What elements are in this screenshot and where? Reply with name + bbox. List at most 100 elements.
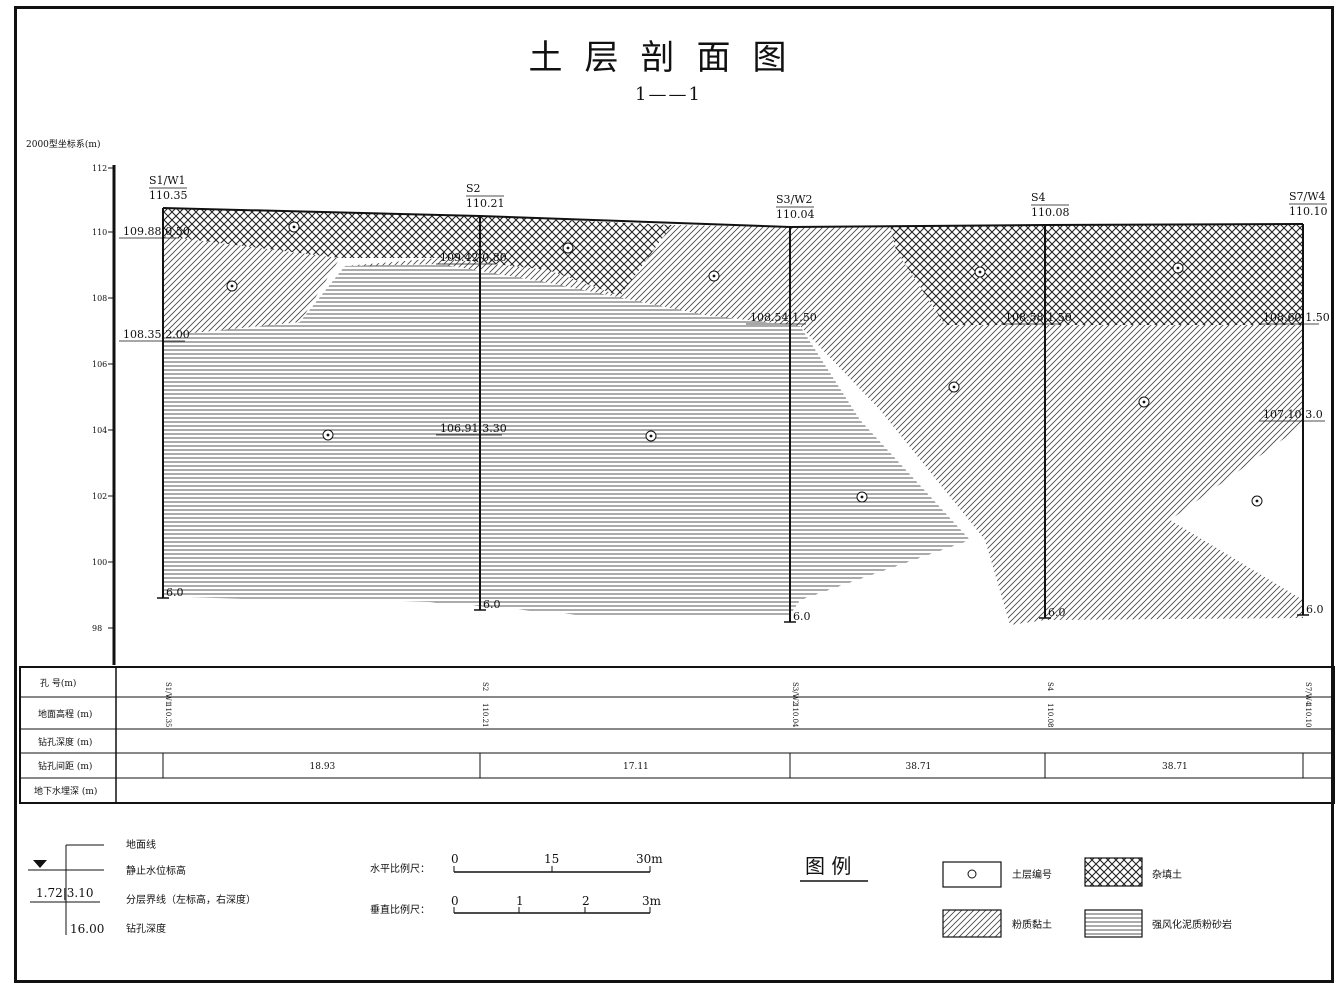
table-hole-label: S3/W2 (791, 682, 799, 705)
borehole-id: S4 (1031, 191, 1046, 204)
v-scale-1: 1 (516, 894, 524, 908)
borehole: S2 110.21 109.42|0.80 106.91|3.30 6.0 (436, 182, 507, 611)
v-scale-2: 2 (582, 894, 590, 908)
layer-number-dot (326, 433, 330, 437)
legend-layer-number: 土层编号 (1012, 868, 1052, 881)
borehole-id: S1/W1 (149, 174, 186, 187)
borehole-elevation: 110.21 (466, 197, 505, 210)
borehole-elevation: 110.04 (776, 208, 815, 221)
h-scale-0: 0 (451, 852, 459, 866)
table-elevation: 110.10 (1304, 703, 1312, 728)
layer-number-dot (1255, 499, 1259, 503)
drawing-title: 土层剖面图 (528, 38, 809, 78)
layer-boundary-label: 109.42|0.80 (440, 251, 507, 265)
axis-tick-label: 102 (92, 492, 107, 501)
water-level-icon (33, 860, 47, 868)
soil-layers (162, 207, 1304, 625)
layer-number-dot (1176, 266, 1180, 270)
table-spacing: 18.93 (310, 762, 336, 772)
layer-number-dot (292, 225, 296, 229)
borehole: S4 110.08 108.58|1.50 6.0 (1001, 191, 1072, 619)
layer-boundary-label: 109.88|0.50 (123, 225, 190, 239)
table-hole-label: S4 (1046, 682, 1054, 692)
legend-ground-line: 地面线 (126, 838, 156, 851)
borehole: S1/W1 110.35 109.88|0.50 108.35|2.00 6.0 (119, 174, 190, 599)
layer-number-dot (860, 495, 864, 499)
section-label: 1——1 (635, 84, 702, 105)
layer-boundary-label: 108.58|1.50 (1005, 311, 1072, 325)
drawing-frame (14, 6, 1334, 983)
elevation-axis: 2000型坐标系(m) 112 110 108 106 104 102 100 98 (26, 138, 116, 665)
legend-layer-boundary: 分层界线（左标高，右深度） (126, 893, 256, 906)
layer-markers (226, 221, 1263, 507)
borehole-depth: 6.0 (1306, 603, 1324, 616)
borehole-depth: 6.0 (166, 586, 184, 599)
layer-boundary-label: 107.10|3.0 (1263, 408, 1323, 422)
axis-tick-label: 110 (92, 228, 107, 237)
table-row-elevation: 地面高程 (m) (38, 708, 92, 720)
layer-number-icon (967, 869, 977, 879)
borehole-depth: 6.0 (483, 598, 501, 611)
v-scale-3: 3m (642, 894, 662, 908)
legend: 图 例 土层编号 杂填土 粉质黏土 强风化泥质粉砂岩 (800, 854, 1232, 938)
table-spacing: 38.71 (1162, 762, 1188, 772)
table-spacing: 17.11 (623, 762, 649, 772)
layer-number-dot (649, 434, 653, 438)
table-elevation: 110.21 (481, 703, 489, 728)
table-hole-label: S2 (481, 682, 489, 691)
table-elevation: 110.35 (164, 703, 172, 728)
layer-boundary-label: 108.35|2.00 (123, 328, 190, 342)
boreholes: S1/W1 110.35 109.88|0.50 108.35|2.00 6.0 S2 11… (119, 174, 1330, 623)
table-hole-label: S1/W1 (164, 682, 172, 705)
layer-mudstone (163, 264, 970, 617)
layer-boundary-label: 108.60|1.50 (1263, 311, 1330, 325)
axis-label: 2000型坐标系(m) (26, 138, 100, 150)
sample-depth-label: 16.00 (70, 922, 104, 936)
layer-number-dot (952, 385, 956, 389)
borehole: S3/W2 110.04 108.54|1.50 6.0 (746, 193, 817, 623)
borehole-elevation: 110.08 (1031, 206, 1070, 219)
axis-tick-label: 100 (92, 558, 107, 567)
layer-number-dot (978, 270, 982, 274)
legend-drill-depth: 钻孔深度 (126, 922, 166, 935)
borehole-id: S7/W4 (1289, 190, 1326, 203)
axis-tick-label: 108 (92, 294, 107, 303)
legend-mudstone: 强风化泥质粉砂岩 (1152, 918, 1232, 931)
borehole-id: S2 (466, 182, 481, 195)
borehole-depth: 6.0 (793, 610, 811, 623)
h-scale-15: 15 (544, 852, 559, 866)
table-row-water: 地下水埋深 (m) (34, 785, 97, 797)
axis-tick-label: 104 (92, 426, 107, 435)
h-scale-30: 30m (636, 852, 663, 866)
table-elevation: 110.08 (1046, 703, 1054, 728)
borehole-id: S3/W2 (776, 193, 813, 206)
table-row-spacing: 钻孔间距 (m) (38, 760, 92, 772)
axis-tick-label: 112 (92, 164, 107, 173)
layer-number-dot (712, 274, 716, 278)
borehole-elevation: 110.10 (1289, 205, 1328, 218)
scale-bars: 水平比例尺： 0 15 30m 垂直比例尺： 0 1 2 3m (370, 852, 663, 916)
legend-water-level: 静止水位标高 (126, 864, 186, 877)
borehole: S7/W4 110.10 108.60|1.50 107.10|3.0 6.0 (1259, 190, 1330, 616)
axis-tick-label: 106 (92, 360, 107, 369)
table-elevation: 110.04 (791, 703, 799, 728)
v-scale-0: 0 (451, 894, 459, 908)
layer-fill-right (890, 224, 1303, 325)
axis-tick-label: 98 (92, 624, 102, 633)
layer-boundary-label: 108.54|1.50 (750, 311, 817, 325)
legend-silty-clay: 粉质黏土 (1012, 918, 1052, 931)
vertical-scale-label: 垂直比例尺： (370, 903, 430, 916)
symbol-legend: 1.72|3.10 16.00 地面线 静止水位标高 分层界线（左标高，右深度）… (28, 838, 256, 936)
table-spacing: 38.71 (906, 762, 932, 772)
sample-layer-label: 1.72|3.10 (36, 886, 93, 900)
table-row-depth: 钻孔深度 (m) (38, 736, 92, 748)
layer-boundary-label: 106.91|3.30 (440, 422, 507, 436)
layer-clay-left (163, 236, 340, 336)
borehole-elevation: 110.35 (149, 189, 188, 202)
table-hole-label: S7/W4 (1304, 682, 1312, 706)
horizontal-scale-label: 水平比例尺： (370, 862, 430, 875)
legend-fill-soil: 杂填土 (1152, 868, 1182, 881)
table-row-hole: 孔 号(m) (40, 678, 76, 689)
layer-number-dot (230, 284, 234, 288)
